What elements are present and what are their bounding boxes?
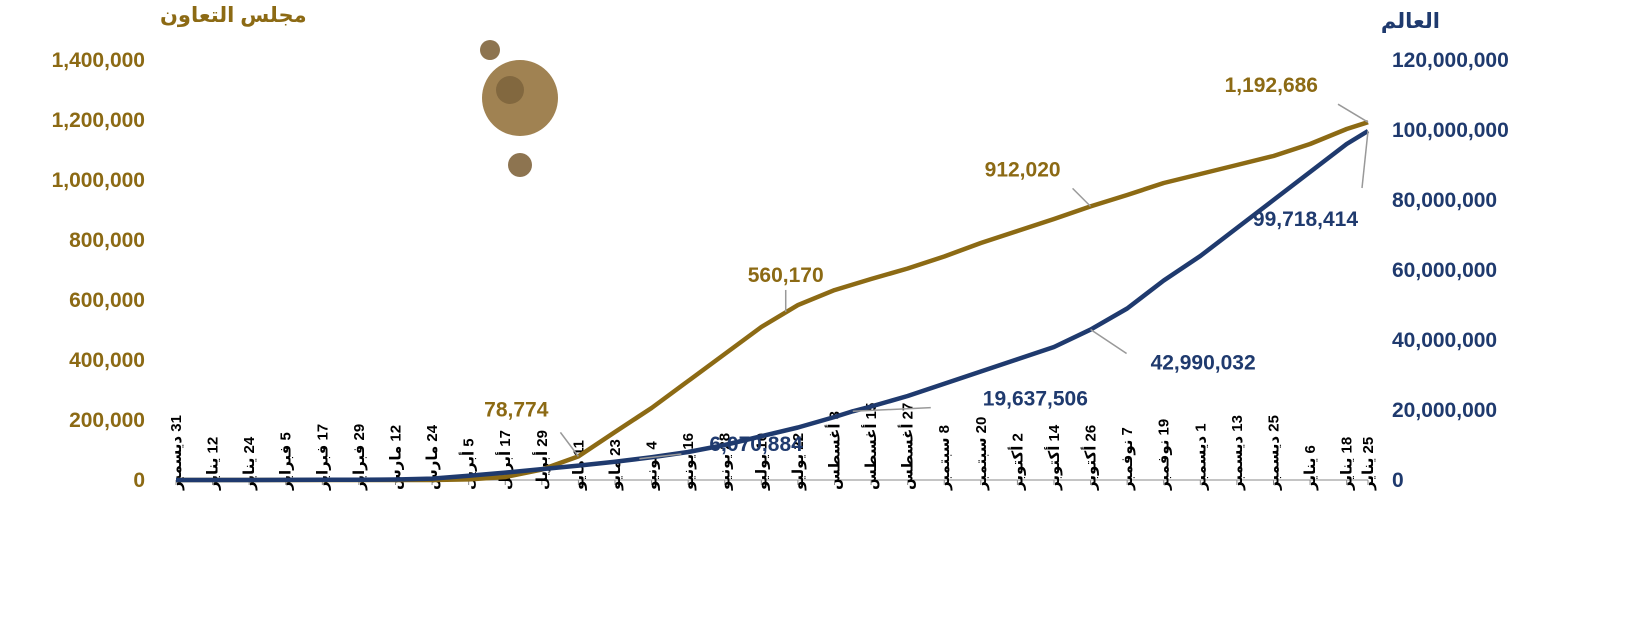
x-tick-label: 29 فبراير: [351, 424, 368, 491]
x-tick-label: 18 يناير: [1339, 437, 1356, 491]
data-label: 912,020: [985, 158, 1061, 181]
x-tick-label: 24 مارس: [424, 424, 441, 490]
x-tick-label: 29 أبريل: [532, 430, 551, 490]
y-tick-label: 800,000: [69, 229, 145, 252]
annotation: 560,170: [748, 264, 824, 287]
x-tick-label: 26 أكتوبر: [1081, 425, 1100, 491]
y-tick-label: 1,400,000: [52, 49, 145, 72]
x-tick-label: 17 فبراير: [314, 424, 331, 491]
x-tick-label: 8 سبتمبر: [936, 425, 953, 491]
data-label: 78,774: [484, 398, 549, 421]
data-label: 19,637,506: [983, 387, 1088, 410]
y-tick-label: 1,000,000: [52, 169, 145, 192]
x-tick-label: 4 يونيو: [644, 441, 661, 491]
leader-line: [852, 406, 931, 413]
data-label: 6,070,884: [709, 433, 803, 456]
x-tick-label: 25 ديسمبر: [1265, 415, 1282, 491]
y2-tick-label: 120,000,000: [1392, 49, 1509, 72]
leader-line: [1361, 130, 1369, 189]
y2-tick-label: 60,000,000: [1392, 259, 1497, 282]
x-tick-label: 20 سبتمبر: [973, 417, 990, 491]
leader-line: [639, 453, 682, 460]
data-label: 1,192,686: [1225, 74, 1318, 97]
y2-tick-label: 0: [1392, 469, 1404, 492]
x-tick-label: 24 يناير: [241, 436, 258, 491]
y2-tick-label: 80,000,000: [1392, 189, 1497, 212]
data-label: 99,718,414: [1253, 208, 1358, 231]
y-axis-title: مجلس التعاون: [160, 4, 307, 27]
x-tick-label: 16 يونيو: [680, 433, 697, 491]
x-tick-label: 31 ديسمبر: [168, 415, 185, 491]
x-tick-label: 22 يوليو: [790, 433, 807, 491]
x-tick-label: 5 أبريل: [459, 438, 478, 490]
leader-line: [1337, 103, 1369, 123]
x-tick-label: 14 أكتوبر: [1044, 424, 1063, 491]
y-tick-label: 1,200,000: [52, 109, 145, 132]
y-tick-label: 200,000: [69, 409, 145, 432]
x-tick-label: 5 فبراير: [278, 432, 295, 491]
x-tick-label: 27 أغسطس: [898, 403, 917, 490]
x-tick-label: 17 أبريل: [495, 430, 514, 490]
x-tick-label: 12 مارس: [387, 425, 404, 490]
y-tick-label: 0: [133, 469, 145, 492]
leader-line: [559, 431, 580, 457]
x-tick-label: 7 نوفمبر: [1119, 427, 1136, 491]
y2-axis-title: العالم: [1381, 10, 1440, 33]
y-tick-label: 600,000: [69, 289, 145, 312]
x-tick-label: 12 يناير: [205, 437, 222, 491]
y2-tick-label: 40,000,000: [1392, 329, 1497, 352]
x-tick-label: 2 أكتوبر: [1007, 433, 1026, 491]
data-label: 42,990,032: [1151, 352, 1256, 375]
x-tick-label: 6 يناير: [1302, 445, 1319, 491]
y-tick-label: 400,000: [69, 349, 145, 372]
x-tick-label: 25 يناير: [1360, 437, 1377, 491]
series-line: [176, 129, 1370, 483]
virus-icon: [480, 40, 558, 177]
y2-tick-label: 20,000,000: [1392, 399, 1497, 422]
x-tick-label: 19 نوفمبر: [1156, 419, 1173, 491]
x-tick-label: 23 مايو: [607, 439, 624, 491]
leader-line: [1090, 328, 1127, 355]
leader-line: [1072, 187, 1092, 207]
x-tick-label: 3 أغسطس: [824, 411, 843, 490]
x-tick-label: 13 ديسمبر: [1229, 415, 1246, 491]
x-tick-label: 1 ديسمبر: [1192, 423, 1209, 491]
x-tick-label: 15 أغسطس: [861, 403, 880, 490]
y2-tick-label: 100,000,000: [1392, 119, 1509, 142]
x-tick-label: 10 يوليو: [753, 433, 770, 491]
